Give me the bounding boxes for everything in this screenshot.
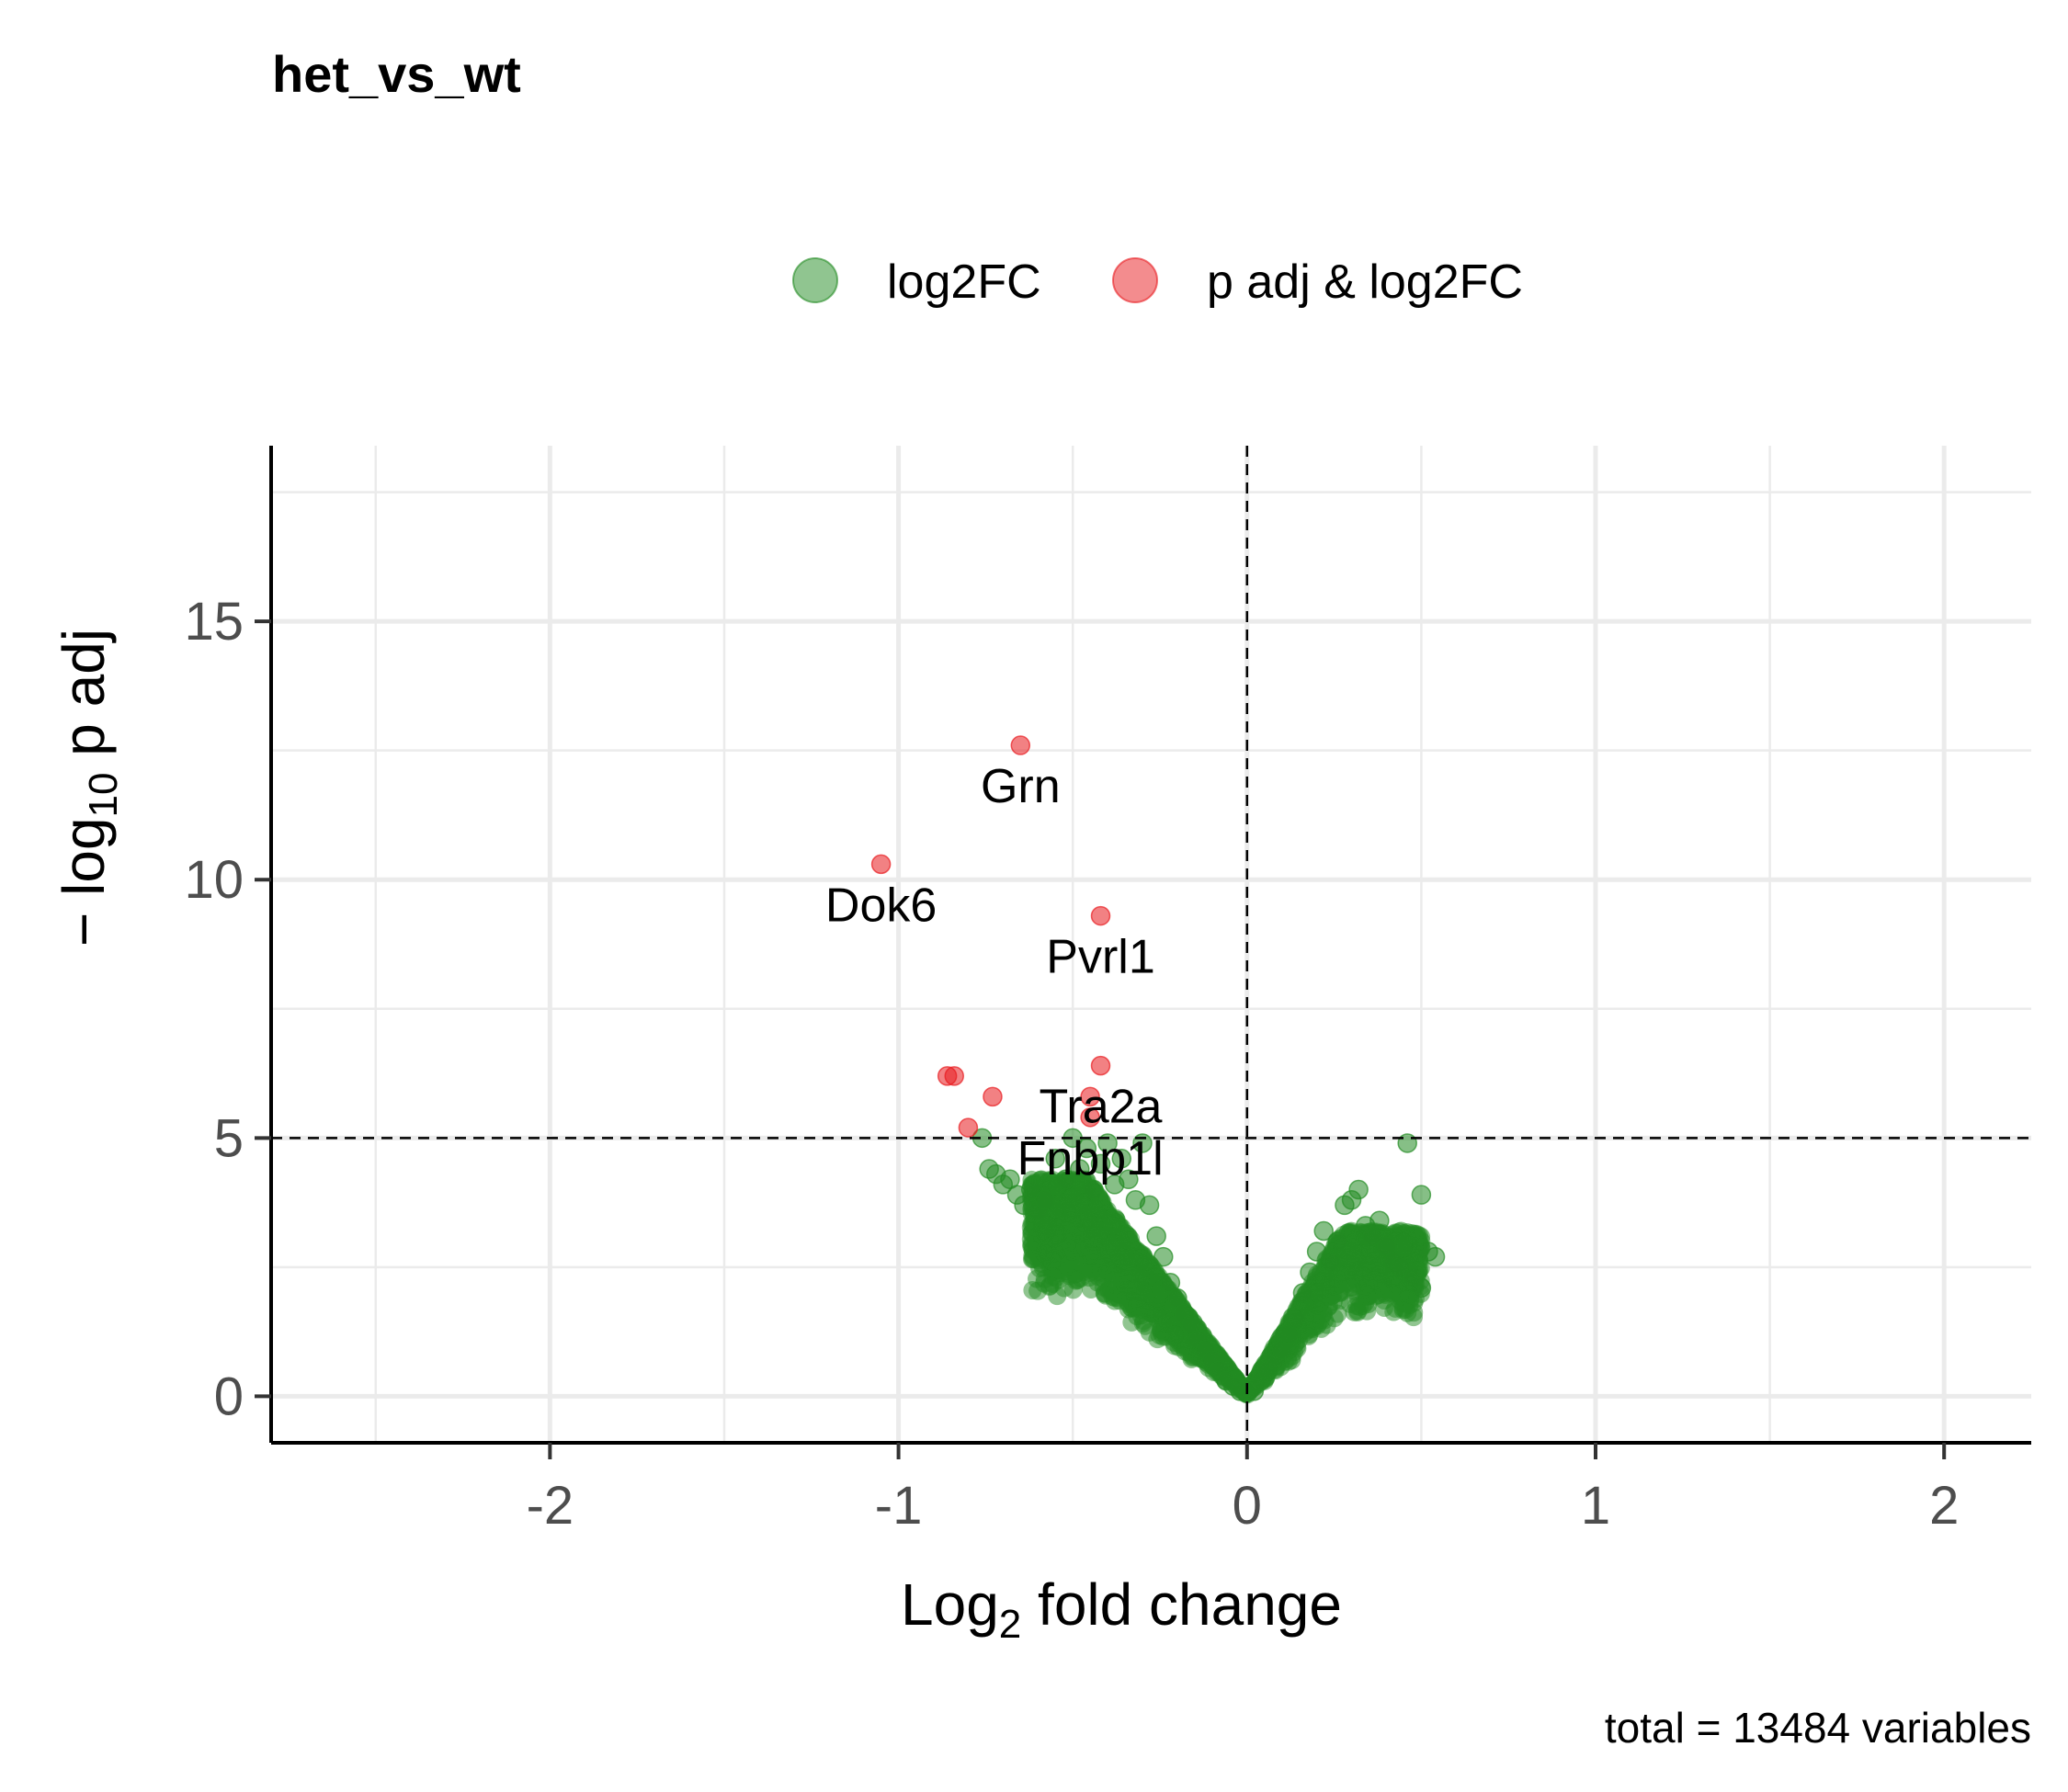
- point-log2fc: [1165, 1325, 1184, 1344]
- point-log2fc: [1407, 1228, 1426, 1247]
- point-log2fc: [1131, 1306, 1151, 1325]
- chart-title: het_vs_wt: [272, 45, 521, 103]
- point-log2fc: [1369, 1210, 1390, 1231]
- x-tick-label: -1: [875, 1476, 923, 1536]
- point-log2fc: [1070, 1159, 1090, 1179]
- point-log2fc: [1382, 1284, 1402, 1303]
- gene-label-dok6: Dok6: [825, 879, 937, 932]
- caption: total = 13484 variables: [1605, 1704, 2031, 1752]
- point-log2fc: [1137, 1252, 1156, 1271]
- point-log2fc: [1153, 1246, 1174, 1267]
- y-tick-label: 0: [214, 1367, 244, 1426]
- threshold-lines: [271, 446, 2031, 1443]
- point-padj-log2fc: [1090, 1055, 1111, 1076]
- point-log2fc: [1119, 1294, 1138, 1313]
- legend: log2FC p adj & log2FC: [792, 255, 1523, 309]
- y-tick-label: 10: [184, 850, 244, 910]
- gene-label-fnbp1l: Fnbp1l: [1017, 1132, 1164, 1185]
- point-log2fc: [1045, 1149, 1065, 1169]
- point-log2fc: [1350, 1297, 1369, 1316]
- x-axis-title: Log2 fold change: [901, 1571, 1342, 1647]
- point-log2fc: [1360, 1245, 1380, 1265]
- point-log2fc: [1119, 1169, 1139, 1190]
- point-log2fc: [1048, 1287, 1067, 1306]
- point-padj-log2fc: [1080, 1086, 1100, 1107]
- point-log2fc: [1086, 1263, 1106, 1282]
- x-tick-label: 1: [1581, 1476, 1610, 1536]
- x-tick-label: 0: [1233, 1476, 1262, 1536]
- point-log2fc: [1390, 1257, 1411, 1277]
- data-points: [870, 735, 1446, 1404]
- point-log2fc: [1066, 1271, 1085, 1290]
- y-tick-label: 15: [184, 592, 244, 652]
- point-padj-log2fc: [1080, 1107, 1100, 1128]
- point-log2fc: [1286, 1309, 1306, 1329]
- legend-label-log2fc: log2FC: [887, 255, 1041, 309]
- legend-label-padj-log2fc: p adj & log2FC: [1207, 255, 1523, 309]
- point-log2fc: [1035, 1190, 1055, 1210]
- point-log2fc: [1330, 1291, 1349, 1310]
- point-padj-log2fc: [1090, 905, 1111, 926]
- point-log2fc: [1023, 1280, 1042, 1299]
- point-log2fc: [1028, 1238, 1047, 1257]
- point-padj-log2fc: [870, 854, 892, 875]
- point-log2fc: [1300, 1262, 1320, 1283]
- point-padj-log2fc: [944, 1066, 964, 1086]
- point-log2fc: [1348, 1179, 1369, 1200]
- point-log2fc: [1313, 1220, 1334, 1242]
- point-padj-log2fc: [958, 1117, 979, 1138]
- gene-label-grn: Grn: [981, 760, 1061, 813]
- point-log2fc: [1117, 1231, 1136, 1250]
- point-log2fc: [1404, 1267, 1425, 1287]
- legend-key-log2fc: [792, 257, 838, 303]
- point-log2fc: [1397, 1133, 1417, 1153]
- point-log2fc: [1088, 1196, 1108, 1215]
- point-log2fc: [1083, 1229, 1102, 1248]
- x-tick-label: 2: [1929, 1476, 1959, 1536]
- point-log2fc: [1176, 1342, 1195, 1361]
- point-log2fc: [1084, 1179, 1104, 1200]
- gene-label-pvrl1: Pvrl1: [1046, 931, 1154, 984]
- point-log2fc: [1062, 1211, 1081, 1231]
- point-log2fc: [1327, 1231, 1348, 1252]
- point-log2fc: [1306, 1242, 1327, 1262]
- x-tick-label: -2: [527, 1476, 574, 1536]
- point-log2fc: [1055, 1169, 1076, 1190]
- point-log2fc: [1411, 1185, 1432, 1205]
- point-log2fc: [1119, 1252, 1138, 1271]
- point-log2fc: [1039, 1216, 1058, 1235]
- point-log2fc: [1425, 1246, 1446, 1267]
- point-log2fc: [1292, 1283, 1313, 1303]
- point-log2fc: [1020, 1179, 1041, 1200]
- point-log2fc: [1329, 1274, 1348, 1293]
- point-log2fc: [1070, 1195, 1089, 1214]
- gene-label-tra2a: Tra2a: [1040, 1081, 1163, 1134]
- point-log2fc: [1310, 1282, 1329, 1301]
- point-log2fc: [1356, 1276, 1375, 1296]
- point-log2fc: [1139, 1195, 1160, 1216]
- point-padj-log2fc: [1010, 735, 1031, 755]
- legend-key-padj-log2fc: [1112, 257, 1158, 303]
- point-padj-log2fc: [983, 1086, 1003, 1107]
- y-axis-title: − log10 p adj: [51, 629, 126, 947]
- point-log2fc: [1041, 1252, 1061, 1271]
- point-log2fc: [1111, 1149, 1132, 1169]
- point-log2fc: [1343, 1243, 1362, 1263]
- point-log2fc: [1146, 1226, 1166, 1246]
- point-log2fc: [1067, 1235, 1086, 1254]
- point-log2fc: [1150, 1325, 1169, 1344]
- point-log2fc: [1321, 1252, 1341, 1272]
- y-tick-label: 5: [214, 1108, 244, 1168]
- point-log2fc: [1090, 1153, 1111, 1174]
- axes: -2 -1 0 1 2 0 5 10 15: [184, 446, 2031, 1536]
